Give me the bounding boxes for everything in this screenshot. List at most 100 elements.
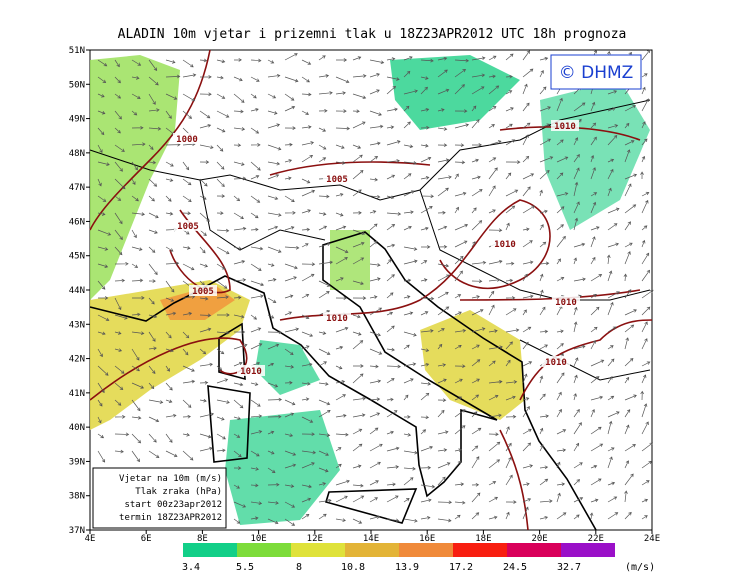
wind-arrow <box>641 269 651 282</box>
wind-arrow <box>284 412 295 418</box>
wind-arrow <box>488 167 498 180</box>
wind-arrow <box>454 396 463 401</box>
wind-arrow <box>624 376 630 384</box>
wind-arrow <box>505 380 518 384</box>
wind-arrow <box>454 223 469 231</box>
colorbar-label: 32.7 <box>557 562 581 573</box>
wind-arrow <box>454 84 465 95</box>
wind-arrow <box>488 85 500 95</box>
wind-arrow <box>250 227 259 232</box>
wind-arrow <box>182 432 190 437</box>
wind-arrow <box>318 291 330 299</box>
wind-area <box>255 340 320 395</box>
wind-arrow <box>641 374 647 384</box>
wind-arrow <box>556 156 569 163</box>
wind-arrow <box>352 443 363 452</box>
wind-arrow <box>369 412 381 418</box>
wind-arrow <box>335 495 348 503</box>
wind-arrow <box>267 225 279 231</box>
wind-arrow <box>641 138 648 146</box>
wind-arrow <box>284 399 296 406</box>
wind-arrow <box>335 345 344 350</box>
wind-arrow <box>97 246 109 251</box>
wind-arrow <box>556 329 564 334</box>
wind-arrow <box>318 91 333 95</box>
wind-arrow <box>148 382 155 390</box>
isobar-label-bg <box>237 365 265 376</box>
wind-arrow <box>165 59 176 64</box>
wind-arrow <box>165 399 173 403</box>
wind-arrow <box>114 161 123 172</box>
legend-box <box>92 467 227 529</box>
wind-arrow <box>641 73 648 78</box>
wind-arrow <box>318 498 332 503</box>
wind-arrow <box>250 195 261 203</box>
wind-arrow <box>165 246 174 252</box>
wind-arrow <box>556 372 565 384</box>
wind-arrow <box>437 143 448 148</box>
wind-arrow <box>352 241 365 248</box>
wind-arrow <box>250 93 257 99</box>
wind-arrow <box>488 185 496 197</box>
wind-arrow <box>199 160 210 164</box>
wind-arrow <box>403 394 409 401</box>
wind-arrow <box>624 122 630 129</box>
wind-arrow <box>318 382 329 386</box>
isobar-label-bg <box>323 173 351 184</box>
wind-arrow <box>403 173 412 180</box>
wind-arrow <box>641 403 648 418</box>
wind-arrow <box>522 506 529 520</box>
wind-arrow <box>471 56 486 61</box>
wind-arrow <box>403 378 414 384</box>
wind-arrow <box>216 194 226 198</box>
wind-arrow <box>352 364 364 368</box>
wind-arrow <box>522 102 530 112</box>
wind-arrow <box>454 68 467 78</box>
wind-arrow <box>301 189 316 197</box>
wind-arrow <box>437 225 448 231</box>
isobar <box>269 161 431 176</box>
wind-arrow <box>318 74 330 78</box>
wind-arrow <box>539 427 544 435</box>
wind-arrow <box>267 246 282 253</box>
wind-arrow <box>590 256 596 265</box>
wind-arrow <box>590 192 598 197</box>
wind-arrow <box>471 220 483 231</box>
wind-arrow <box>488 304 495 316</box>
wind-arrow <box>641 86 646 95</box>
wind-arrow <box>267 174 280 180</box>
wind-arrow <box>590 167 596 180</box>
wind-arrow <box>539 241 547 248</box>
wind-arrow <box>403 144 414 149</box>
wind-arrow <box>556 512 567 520</box>
corsica <box>218 322 246 381</box>
colorbar-label: 8 <box>296 562 302 573</box>
lat-label: 50N <box>69 80 85 90</box>
wind-arrow <box>267 263 275 267</box>
isobar-label: 1005 <box>192 287 214 297</box>
wind-arrow <box>148 246 156 253</box>
wind-arrow <box>131 450 140 463</box>
wind-arrow <box>386 107 398 112</box>
wind-arrow <box>505 308 517 316</box>
wind-arrow <box>352 518 363 524</box>
wind-arrow <box>403 295 411 299</box>
wind-arrow <box>556 429 567 435</box>
wind-arrow <box>301 497 312 503</box>
wind-arrow <box>624 460 630 469</box>
wind-arrow <box>437 363 447 367</box>
wind-arrow <box>607 107 616 112</box>
wind-arrow <box>250 327 262 333</box>
wind-arrow <box>131 382 145 389</box>
wind-arrow <box>165 450 178 458</box>
wind-arrow <box>556 492 561 503</box>
wind-arrow <box>505 456 512 469</box>
wind-arrow <box>420 329 434 333</box>
wind-arrow <box>182 450 194 461</box>
wind-arrow <box>403 70 411 78</box>
wind-arrow <box>114 195 122 201</box>
wind-arrow <box>488 55 497 61</box>
wind-arrow <box>488 413 502 418</box>
wind-arrow <box>233 259 246 265</box>
wind-arrow <box>318 280 331 287</box>
